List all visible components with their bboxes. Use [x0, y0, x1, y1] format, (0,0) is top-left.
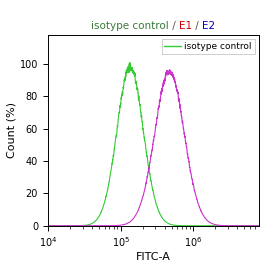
- Text: /: /: [192, 21, 202, 31]
- Legend: isotype control: isotype control: [162, 40, 255, 54]
- Text: E2: E2: [202, 21, 215, 31]
- Text: E1: E1: [179, 21, 192, 31]
- Y-axis label: Count (%): Count (%): [7, 102, 17, 158]
- Text: isotype control: isotype control: [92, 21, 169, 31]
- Text: /: /: [169, 21, 179, 31]
- X-axis label: FITC-A: FITC-A: [136, 252, 171, 262]
